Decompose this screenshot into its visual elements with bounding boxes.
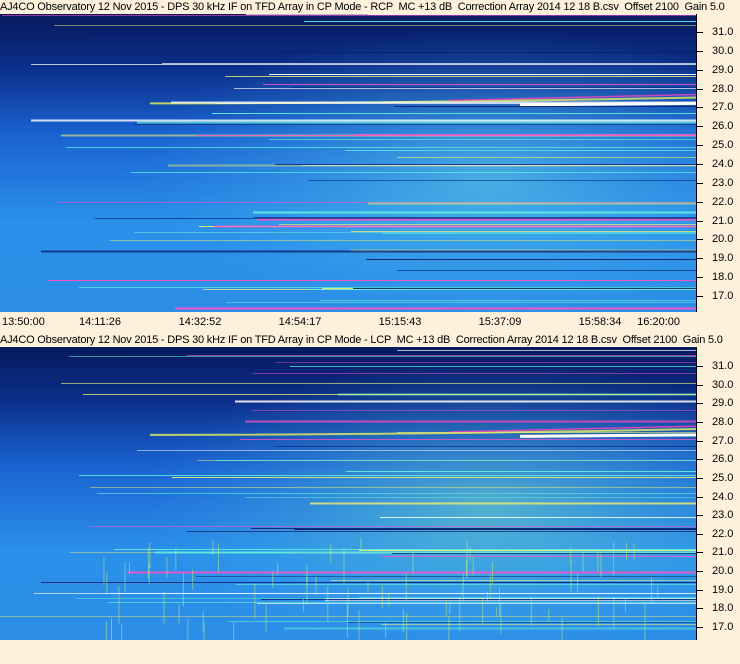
y-tick-label: 24.0	[712, 158, 734, 170]
emission-band	[149, 428, 697, 436]
y-tick-mark	[697, 515, 703, 516]
y-tick-label: 17.0	[712, 621, 734, 633]
y-tick-mark	[697, 627, 703, 628]
y-tick-label: 17.0	[712, 290, 734, 302]
y-tick-label: 21.0	[712, 546, 734, 559]
y-tick-mark	[697, 183, 703, 184]
y-tick-mark	[697, 89, 703, 90]
emission-band	[449, 425, 697, 433]
glow	[0, 14, 697, 312]
y-tick-label: 29.0	[712, 63, 734, 76]
y-tick-label: 18.0	[712, 602, 734, 615]
y-tick-mark	[697, 126, 703, 127]
y-tick-mark	[697, 51, 703, 52]
y-tick-mark	[697, 258, 703, 259]
spectrogram	[0, 14, 697, 312]
y-tick-label: 19.0	[712, 252, 734, 265]
y-tick-mark	[697, 478, 703, 479]
x-tick-label: 14:11:26	[78, 316, 122, 328]
y-tick-mark	[697, 422, 703, 423]
y-tick-label: 30.0	[712, 44, 734, 57]
y-tick-mark	[697, 277, 703, 278]
x-tick-label: 15:58:34	[578, 316, 622, 328]
y-tick-mark	[697, 497, 703, 498]
y-tick-mark	[697, 239, 703, 240]
y-tick-label: 26.0	[712, 453, 734, 466]
y-tick-mark	[697, 441, 703, 442]
x-tick-label: 13:50:00	[2, 316, 45, 328]
x-tick-label: 15:15:43	[378, 316, 422, 328]
y-tick-mark	[697, 221, 703, 222]
y-tick-mark	[697, 385, 703, 386]
y-tick-label: 20.0	[712, 565, 734, 578]
y-tick-mark	[697, 459, 703, 460]
y-tick-label: 22.0	[712, 527, 734, 540]
y-tick-label: 31.0	[712, 360, 734, 372]
y-tick-mark	[697, 296, 703, 297]
x-tick-label: 15:37:09	[478, 316, 522, 328]
y-tick-label: 23.0	[712, 509, 734, 522]
y-tick-mark	[697, 571, 703, 572]
y-tick-mark	[697, 366, 703, 367]
y-tick-label: 30.0	[712, 378, 734, 391]
y-tick-label: 27.0	[712, 434, 734, 447]
y-tick-mark	[697, 403, 703, 404]
y-tick-label: 31.0	[712, 26, 734, 38]
y-tick-mark	[697, 32, 703, 33]
y-tick-mark	[697, 608, 703, 609]
y-tick-mark	[697, 202, 703, 203]
y-tick-mark	[697, 534, 703, 535]
emission-band	[449, 93, 697, 102]
panel-title: AJ4CO Observatory 12 Nov 2015 - DPS 30 k…	[0, 0, 740, 14]
y-tick-mark	[697, 70, 703, 71]
y-tick-label: 25.0	[712, 139, 734, 152]
emission-band	[519, 433, 697, 438]
x-tick-label: 14:32:52	[178, 316, 222, 328]
x-tick-label: 16:20:00	[637, 316, 680, 328]
y-tick-label: 28.0	[712, 82, 734, 95]
y-tick-label: 23.0	[712, 176, 734, 189]
y-tick-label: 29.0	[712, 397, 734, 410]
y-tick-mark	[697, 107, 703, 108]
y-tick-mark	[697, 145, 703, 146]
spectrogram	[0, 347, 697, 640]
panel-title: AJ4CO Observatory 12 Nov 2015 - DPS 30 k…	[0, 333, 740, 347]
y-tick-label: 27.0	[712, 101, 734, 114]
y-tick-label: 21.0	[712, 214, 734, 227]
y-tick-label: 22.0	[712, 195, 734, 208]
y-tick-label: 19.0	[712, 583, 734, 596]
y-tick-label: 28.0	[712, 415, 734, 428]
x-tick-label: 14:54:17	[278, 316, 322, 328]
y-tick-label: 18.0	[712, 271, 734, 284]
y-tick-label: 24.0	[712, 490, 734, 503]
y-tick-label: 25.0	[712, 471, 734, 484]
y-tick-label: 20.0	[712, 233, 734, 246]
y-tick-mark	[697, 552, 703, 553]
y-tick-mark	[697, 164, 703, 165]
y-tick-mark	[697, 590, 703, 591]
y-tick-label: 26.0	[712, 120, 734, 133]
